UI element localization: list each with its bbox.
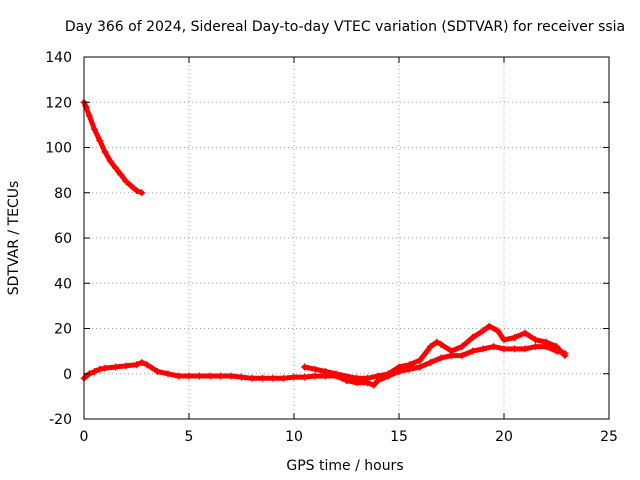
y-tick-label: 140 [45,50,72,66]
sdtvar-main-band-point [154,367,161,375]
sdtvar-upper-band-point [301,363,308,371]
sdtvar-upper-band-point [395,363,403,371]
sdtvar-high-segment-point [138,189,146,197]
sdtvar-main-band-point [91,367,98,375]
sdtvar-upper-band-point [374,372,382,380]
sdtvar-upper-band-point [561,352,569,360]
y-axis-label: SDTVAR / TECUs [6,181,22,296]
sdtvar-upper-band-point [521,329,529,337]
sdtvar-main-band-point [185,372,193,380]
sdtvar-upper-band-line [302,323,568,381]
y-tick-label: 0 [63,367,72,383]
y-tick-label: 80 [54,186,72,202]
sdtvar-high-segment-point [96,137,104,145]
sdtvar-main-band-point [437,354,445,362]
sdtvar-upper-band-point [433,338,441,346]
data-series [80,98,569,389]
y-tick-label: -20 [49,412,72,428]
sdtvar-upper-band-point [353,374,361,382]
x-tick-label: 15 [390,429,408,445]
sdtvar-main-band-point [206,372,214,380]
sdtvar-main-band-point [311,372,319,380]
sdtvar-main-band-point [143,361,151,369]
sdtvar-upper-band-point [437,340,445,348]
x-axis-label: GPS time / hours [286,458,403,474]
sdtvar-high-segment-point [85,112,93,120]
y-tick-label: 100 [45,141,72,157]
sdtvar-upper-band-point [479,327,487,335]
sdtvar-upper-band-point [511,334,518,342]
sdtvar-main-band-point [101,364,109,372]
sdtvar-main-band-line [81,344,568,388]
y-tick-label: 40 [54,276,72,292]
x-tick-label: 25 [600,429,618,445]
sdtvar-upper-band-point [542,338,550,346]
sdtvar-main-band-point [164,370,172,378]
sdtvar-main-band-point [217,372,224,380]
sdtvar-upper-band-point [332,370,340,378]
sdtvar-high-segment-point [101,148,109,156]
sdtvar-main-band-point [370,381,378,389]
sdtvar-high-segment-point [117,171,125,179]
sdtvar-main-band-point [490,343,497,351]
sdtvar-main-band-point [416,363,424,371]
sdtvar-upper-band-point [469,334,476,342]
sdtvar-main-band-point [500,345,508,353]
sdtvar-main-band-point [280,374,287,382]
sdtvar-upper-band-point [427,343,434,351]
sdtvar-main-band-point [427,358,434,366]
y-tick-label: 120 [45,95,72,111]
grid-lines [84,57,609,419]
sdtvar-main-band-point [290,373,298,381]
sdtvar-main-band-point [138,358,146,366]
sdtvar-upper-band-point [364,374,371,382]
sdtvar-main-band-point [112,363,119,371]
sdtvar-high-segment-point [133,186,140,194]
sdtvar-main-band-point [532,343,539,351]
y-tick-label: 60 [54,231,72,247]
sdtvar-main-band-point [511,345,518,353]
x-tick-label: 0 [80,429,89,445]
sdtvar-upper-band-point [553,343,560,351]
sdtvar-upper-band-point [416,356,424,364]
sdtvar-main-band-point [469,347,476,355]
sdtvar-main-band-point [248,374,256,382]
sdtvar-main-band-point [269,374,277,382]
sdtvar-main-band-point [96,365,104,373]
sdtvar-high-segment-point [112,164,119,172]
sdtvar-main-band-point [301,373,308,381]
x-tick-label: 5 [185,429,194,445]
sdtvar-main-band-point [521,345,529,353]
sdtvar-upper-band-point [311,365,319,373]
sdtvar-high-segment-point [122,177,130,185]
x-tick-label: 10 [285,429,303,445]
sdtvar-high-segment-point [106,157,114,165]
sdtvar-main-band-point [122,362,130,370]
sdtvar-upper-band-point [406,361,413,369]
sdtvar-upper-band-point [494,327,502,335]
sdtvar-main-band-point [175,372,182,380]
plot-area-border [83,56,610,420]
sdtvar-main-band-point [133,361,140,369]
sdtvar-main-band-point [227,372,235,380]
sdtvar-high-segment-point [127,182,135,190]
sdtvar-upper-band-point [532,336,539,344]
sdtvar-main-band-point [259,374,266,382]
sdtvar-upper-band-point [385,370,392,378]
y-tick-label: 20 [54,322,72,338]
x-tick-label: 20 [495,429,513,445]
axis-ticks: 0 5 10 15 20 25 -20 0 20 40 60 80 100 120 140 [45,50,618,445]
sdtvar-main-band-point [196,372,203,380]
sdtvar-main-band-point [458,352,466,360]
sdtvar-main-band-point [238,373,245,381]
sdtvar-upper-band-point [448,347,455,355]
sdtvar-upper-band-point [500,336,508,344]
chart-title: Day 366 of 2024, Sidereal Day-to-day VTE… [65,19,625,35]
sdtvar-high-segment-point [91,125,98,133]
sdtvar-main-band-point [479,345,487,353]
sdtvar-upper-band-point [485,322,493,330]
sdtvar-upper-band-point [322,367,329,375]
sdtvar-upper-band-point [458,343,466,351]
